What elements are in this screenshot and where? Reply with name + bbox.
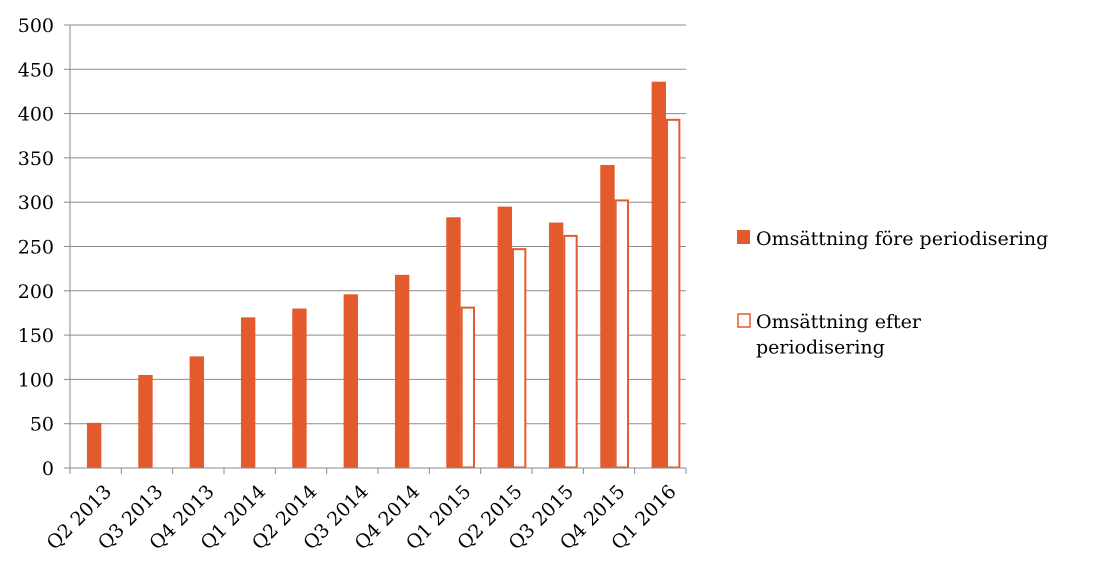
y-tick-label: 100 xyxy=(18,369,54,391)
bar-before xyxy=(446,217,461,468)
gridlines xyxy=(70,24,686,425)
bar-after xyxy=(511,248,527,469)
legend-label-after: Omsättning efter periodisering xyxy=(756,311,922,359)
bar-before xyxy=(240,317,256,468)
bar-after xyxy=(460,306,476,469)
bar-after xyxy=(614,199,630,469)
y-tick-label: 500 xyxy=(18,15,54,37)
bar-before xyxy=(86,422,102,468)
legend-swatch-after xyxy=(737,313,751,328)
bar-before xyxy=(138,374,153,468)
bar-before xyxy=(600,164,615,468)
legend: Omsättning före periodisering Omsättning … xyxy=(737,228,1048,359)
y-tick-label: 400 xyxy=(18,104,54,126)
bar-before xyxy=(548,222,564,468)
y-tick-label: 0 xyxy=(42,458,54,480)
bar-before xyxy=(651,81,666,468)
y-tick-label: 150 xyxy=(18,325,54,347)
y-tick-label: 50 xyxy=(30,414,54,436)
y-tick-label: 300 xyxy=(18,192,54,214)
bar-before xyxy=(497,206,512,468)
bar-before xyxy=(189,356,204,468)
y-axis: 0 50 100 150 200 250 300 350 400 450 500 xyxy=(18,15,71,480)
legend-label-before: Omsättning före periodisering xyxy=(756,228,1048,250)
y-tick-label: 450 xyxy=(18,59,54,81)
bar-before xyxy=(292,308,307,468)
y-tick-label: 200 xyxy=(18,281,54,303)
y-tick-label: 350 xyxy=(18,148,54,170)
bar-after xyxy=(665,118,681,469)
y-tick-label: 250 xyxy=(18,237,54,259)
bar-before xyxy=(343,294,358,468)
legend-swatch-before xyxy=(737,230,750,244)
bar-before xyxy=(394,274,410,468)
bar-after xyxy=(563,234,578,469)
bars xyxy=(86,81,681,469)
